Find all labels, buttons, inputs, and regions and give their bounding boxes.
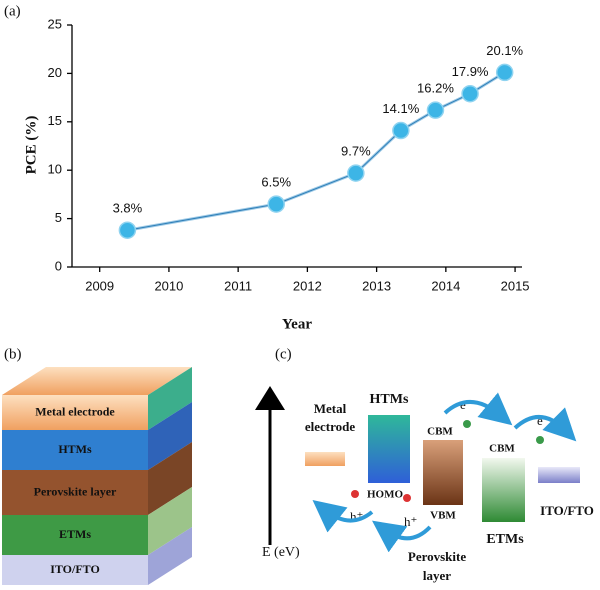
layer-side [148, 487, 192, 555]
axis-label: E (eV) [262, 545, 300, 560]
label: layer [423, 568, 451, 583]
label: ETMs [486, 532, 524, 547]
series-line [127, 71, 506, 232]
value-label: 20.1% [486, 43, 523, 58]
layer-label: Perovskite layer [34, 484, 117, 498]
y-axis-label: PCE (%) [23, 116, 39, 175]
layer-label: HTMs [58, 442, 92, 456]
label: ITO/FTO [540, 503, 594, 518]
y-tick-label: 25 [48, 16, 62, 31]
value-label: 16.2% [417, 81, 454, 96]
x-tick-label: 2009 [85, 278, 114, 293]
transfer-arrow [312, 500, 374, 533]
panel-label: (b) [4, 346, 22, 362]
point [118, 221, 137, 239]
layer-stack: Metal electrode HTMs Perovskite layer ETMs I… [2, 367, 192, 585]
electron-dot [463, 420, 471, 428]
panel-label: (a) [4, 3, 21, 19]
y-tick-label: 10 [48, 162, 62, 177]
y-tick-label: 5 [55, 210, 62, 225]
layer-label: ITO/FTO [50, 562, 100, 576]
chart: 0 5 10 15 20 25 2009 2010 2011 2012 2013 2014 2015 3.… [48, 16, 530, 293]
label: h⁺ [404, 514, 417, 529]
hole-dot [403, 494, 411, 502]
energy-level [423, 440, 463, 505]
label: CBM [427, 426, 453, 438]
value-label: 9.7% [341, 144, 371, 159]
point [392, 121, 410, 140]
point [495, 63, 514, 82]
transfer-arrow [513, 407, 577, 442]
series-line-core [127, 72, 505, 231]
layer-label: ETMs [59, 527, 91, 541]
energy-level [368, 415, 410, 483]
value-label: 17.9% [452, 64, 489, 79]
layer-side [148, 442, 192, 515]
x-tick-label: 2012 [293, 278, 322, 293]
label: Perovskite [408, 549, 466, 564]
y-tick-label: 20 [48, 65, 62, 80]
value-label: 6.5% [261, 175, 291, 190]
label: electrode [305, 419, 356, 434]
layer-label: Metal electrode [35, 404, 115, 418]
layer-front [2, 555, 148, 585]
panel-label: (c) [275, 346, 292, 362]
x-tick-label: 2015 [501, 278, 530, 293]
y-tick-label: 0 [55, 258, 62, 273]
label: HTMs [370, 392, 409, 407]
label: Metal [314, 401, 347, 416]
x-axis-label: Year [282, 316, 312, 332]
x-tick-label: 2014 [431, 278, 460, 293]
x-tick-label: 2010 [154, 278, 183, 293]
point [267, 195, 285, 213]
layer-side [148, 527, 192, 585]
value-label: 14.1% [382, 101, 419, 116]
x-tick-label: 2013 [362, 278, 391, 293]
layer-side [148, 367, 192, 430]
value-label: 3.8% [113, 201, 143, 216]
layer-front [2, 470, 148, 515]
label: VBM [430, 510, 456, 522]
y-tick-label: 15 [48, 113, 62, 128]
point [426, 101, 445, 119]
layer-front [2, 430, 148, 470]
electron-dot [536, 436, 544, 444]
energy-level [305, 452, 345, 466]
label: CBM [489, 443, 515, 455]
point [461, 84, 479, 103]
energy-level [482, 458, 525, 522]
layer-side [148, 402, 192, 470]
point [347, 164, 365, 182]
transfer-arrow [372, 520, 432, 553]
energy-level [538, 467, 580, 483]
label: HOMO [367, 489, 403, 501]
x-tick-label: 2011 [224, 278, 252, 293]
layer-top [2, 367, 192, 395]
layer-front [2, 395, 148, 430]
hole-dot [351, 490, 359, 498]
transfer-arrow [443, 392, 513, 426]
layer-front [2, 515, 148, 555]
